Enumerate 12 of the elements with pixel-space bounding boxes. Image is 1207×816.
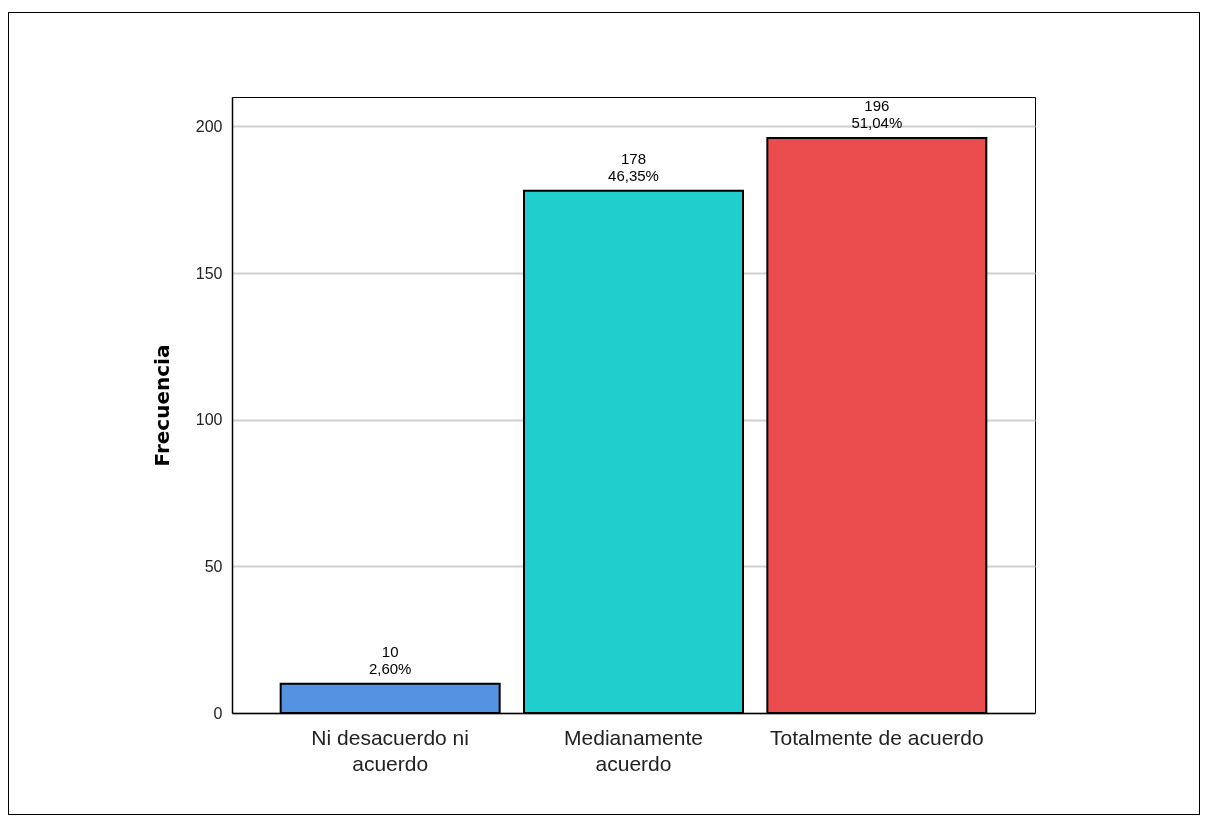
y-tick-label: 200 <box>195 117 223 135</box>
x-tick-label: Medianamente acuerdo <box>564 725 703 775</box>
data-label: 10 2,60% <box>368 642 412 677</box>
y-tick-label: 0 <box>213 704 223 722</box>
x-tick-label: Ni desacuerdo ni acuerdo <box>311 725 469 775</box>
x-tick-label: Totalmente de acuerdo <box>770 725 984 749</box>
data-label: 178 46,35% <box>608 149 659 184</box>
y-tick-label: 50 <box>204 557 223 575</box>
y-tick-label: 100 <box>195 411 223 429</box>
y-axis-title: Frecuencia <box>149 344 174 467</box>
y-tick-label: 150 <box>195 264 223 282</box>
data-label: 196 51,04% <box>851 97 903 132</box>
